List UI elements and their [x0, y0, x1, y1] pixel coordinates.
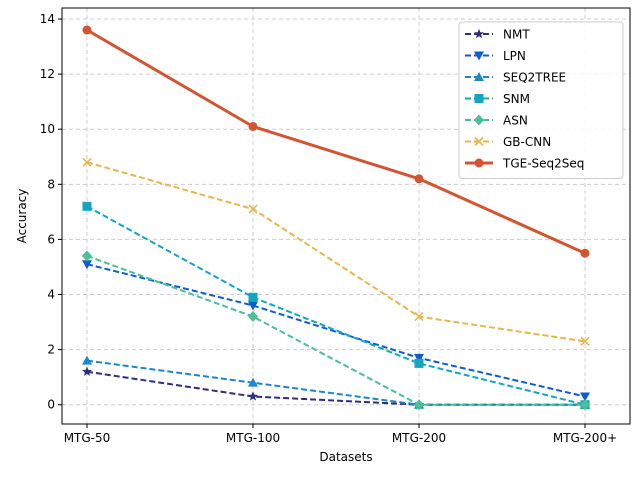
x-tick-label: MTG-200 [392, 431, 446, 445]
legend-item: ASN [465, 114, 528, 128]
legend-label: SEQ2TREE [503, 71, 566, 85]
legend-box [458, 21, 624, 179]
data-point [248, 377, 258, 387]
y-tick-label: 6 [47, 232, 55, 246]
legend-swatch-marker [474, 94, 484, 103]
data-point [82, 260, 92, 270]
series-line [86, 254, 585, 406]
legend-label: GB-CNN [503, 135, 551, 149]
y-tick-label: 10 [40, 122, 55, 136]
y-tick-label: 4 [47, 288, 55, 302]
series-gb-cnn [82, 157, 590, 346]
series-line [86, 205, 586, 406]
y-tick-label: 2 [47, 343, 55, 357]
data-point [82, 250, 92, 262]
legend-item: SEQ2TREE [465, 71, 566, 85]
data-point [248, 292, 258, 302]
x-axis-title: Datasets [319, 450, 372, 464]
data-point [82, 25, 92, 35]
y-axis-title: Accuracy [15, 189, 29, 244]
plot-frame [61, 7, 631, 425]
data-point [82, 157, 92, 167]
data-point [414, 174, 424, 184]
data-point [248, 301, 258, 311]
data-point [82, 366, 92, 376]
legend-swatch-marker [474, 136, 484, 147]
data-point [414, 399, 424, 411]
data-point [580, 248, 590, 258]
y-tick-label: 8 [47, 177, 55, 191]
legend-label: TGE-Seq2Seq [502, 157, 584, 171]
series-line [86, 359, 585, 406]
data-point [248, 311, 258, 323]
y-tick-label: 14 [40, 12, 55, 26]
data-point [248, 121, 258, 131]
legend-label: LPN [503, 49, 526, 63]
legend-swatch-marker [474, 51, 484, 61]
legend-swatch-marker [474, 158, 484, 168]
data-point [414, 358, 424, 368]
y-tick-label: 12 [40, 67, 55, 81]
legend: NMT LPN SEQ2TREE SNM ASN GB-CNN TGE-Seq2Seq [458, 21, 624, 179]
series-line [86, 28, 586, 255]
data-point [580, 392, 590, 402]
x-tick-label: MTG-200+ [553, 431, 617, 445]
series-snm [82, 201, 590, 410]
series-seq2tree [82, 355, 590, 409]
x-tick-label: MTG-50 [64, 431, 111, 445]
legend-swatch-marker [474, 72, 484, 81]
legend-item: TGE-Seq2Seq [465, 157, 584, 171]
data-point [414, 353, 424, 363]
legend-item: NMT [465, 28, 530, 42]
series-line [86, 263, 586, 398]
legend-label: SNM [503, 92, 530, 106]
legend-label: NMT [503, 28, 530, 42]
series-line [86, 161, 586, 343]
legend-item: SNM [465, 92, 530, 106]
data-point [580, 336, 590, 346]
data-point [580, 399, 590, 411]
ticks-layer: MTG-50 MTG-100 MTG-200 MTG-200+ 0 2 4 6 8 10 12 14 [40, 12, 617, 445]
series-tge-seq2seq [82, 25, 590, 258]
data-point [248, 391, 258, 401]
series-line [86, 370, 585, 406]
x-tick-label: MTG-100 [226, 431, 280, 445]
y-tick-label: 0 [47, 398, 55, 412]
legend-swatch-marker [474, 114, 484, 126]
legend-item: GB-CNN [465, 135, 551, 149]
series-asn [82, 250, 590, 411]
data-point [82, 355, 92, 365]
legend-item: LPN [465, 49, 526, 63]
data-point [82, 201, 92, 211]
legend-label: ASN [503, 114, 528, 128]
series-nmt [82, 366, 590, 409]
series-layer [82, 25, 590, 411]
legend-swatch-marker [474, 28, 484, 39]
data-point [414, 311, 424, 322]
data-point [248, 204, 258, 214]
series-lpn [82, 260, 590, 402]
